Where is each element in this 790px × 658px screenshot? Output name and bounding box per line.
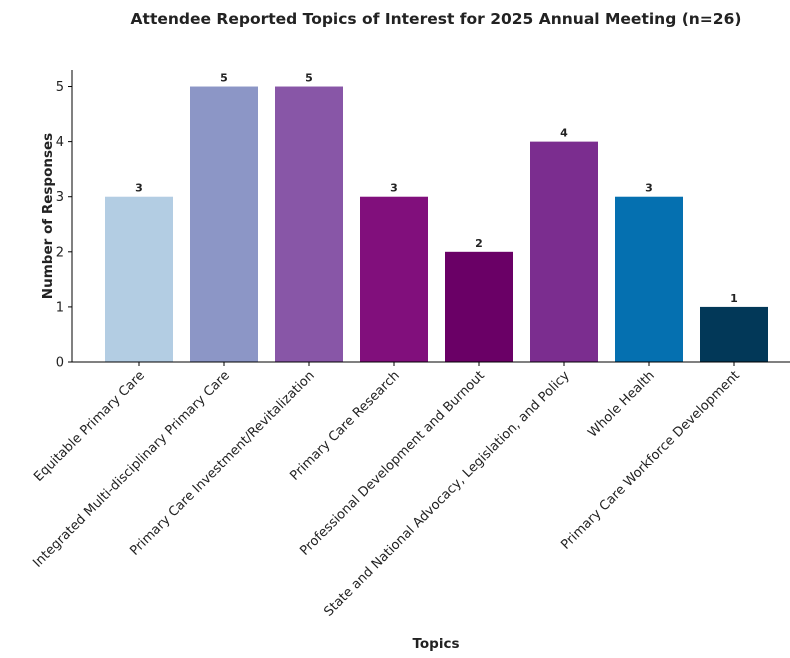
bar-value-label-1: 3 — [135, 182, 143, 195]
y-tick-label-3: 3 — [56, 190, 64, 205]
x-tick-label-5: Professional Development and Burnout — [297, 368, 487, 558]
bar-5 — [445, 251, 513, 362]
bar-7 — [615, 196, 683, 362]
bar-value-label-7: 3 — [645, 182, 653, 195]
x-tick-label-3: Primary Care Investment/Revitalization — [127, 368, 317, 558]
y-tick-label-4: 4 — [56, 135, 64, 150]
bar-value-label-4: 3 — [390, 182, 398, 195]
x-tick-label-2: Integrated Multi-disciplinary Primary Ca… — [30, 368, 233, 571]
bar-value-label-2: 5 — [220, 72, 228, 85]
bar-6 — [530, 141, 598, 362]
x-axis-label: Topics — [412, 636, 459, 652]
bar-8 — [700, 306, 768, 362]
y-tick-label-5: 5 — [56, 80, 64, 95]
bar-value-label-6: 4 — [560, 127, 568, 140]
x-tick-label-8: Primary Care Workforce Development — [558, 368, 742, 552]
y-tick-label-0: 0 — [56, 356, 64, 371]
bar-1 — [105, 196, 173, 362]
y-tick-label-1: 1 — [56, 300, 64, 315]
y-axis-ticks: 0 1 2 3 4 5 — [56, 80, 72, 371]
bar-value-label-8: 1 — [730, 292, 738, 305]
bar-2 — [190, 86, 258, 362]
y-tick-label-2: 2 — [56, 245, 64, 260]
bar-value-label-3: 5 — [305, 72, 313, 85]
bar-3 — [275, 86, 343, 362]
y-axis-label: Number of Responses — [40, 133, 56, 299]
bar-4 — [360, 196, 428, 362]
chart-title: Attendee Reported Topics of Interest for… — [131, 10, 742, 28]
bar-value-labels: 3 5 5 3 2 4 3 1 — [135, 72, 738, 305]
bars-group — [105, 86, 768, 362]
x-tick-label-7: Whole Health — [585, 368, 657, 440]
bar-value-label-5: 2 — [475, 237, 483, 250]
